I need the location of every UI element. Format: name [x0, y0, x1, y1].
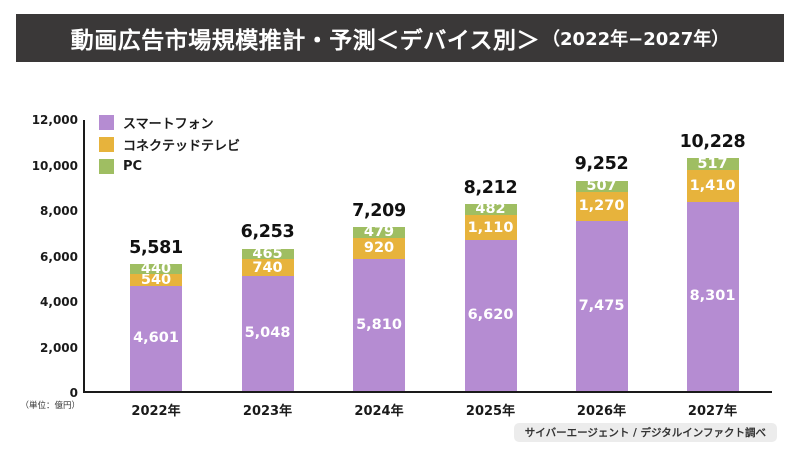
legend-swatch	[99, 136, 114, 152]
bar-segment: 440	[130, 260, 182, 277]
bar-segment: 5,810	[353, 258, 405, 391]
bar-segment: 507	[575, 178, 628, 195]
bar-segment-label: 740	[252, 259, 283, 276]
bar-segment-label: 4,601	[133, 330, 179, 347]
bar-segment: 1,270	[575, 192, 628, 221]
x-tick-label: 2024年	[354, 404, 404, 419]
bar-segment: 482	[464, 201, 517, 218]
bar-segment-label: 8,301	[689, 288, 736, 305]
bar-segment: 540	[130, 271, 182, 288]
x-tick-label: 2027年	[687, 404, 738, 419]
bar-total-label: 7,209	[352, 200, 406, 221]
source-text: サイバーエージェント / デジタルインファクト調べ	[524, 427, 766, 439]
legend-item: コネクテッドテレビ	[99, 133, 240, 155]
bar-segment: 920	[353, 237, 405, 259]
plot-area: 4,601 540 440 5,581 2022年 5,048 740 465 6,253 202…	[83, 120, 772, 419]
legend-item: PC	[99, 155, 240, 177]
chart-title-bar: 動画広告市場規模推計・予測＜デバイス別＞ （2022年−2027年）	[16, 14, 784, 62]
bar-segment: 517	[686, 155, 739, 172]
legend-label: PC	[123, 158, 143, 174]
bar-segment-label: 517	[697, 155, 728, 172]
bar-segment-label: 6,620	[467, 307, 514, 324]
bar-segment-label: 479	[363, 224, 395, 241]
bar-total-label: 8,212	[463, 177, 518, 198]
legend-swatch	[99, 158, 114, 174]
bar-segment: 6,620	[464, 240, 517, 391]
bar-segment-label: 482	[475, 201, 506, 218]
bar-segment: 740	[241, 259, 294, 277]
bar-segment: 1,110	[464, 215, 517, 241]
x-tick-label: 2023年	[242, 404, 293, 419]
bar-segment-label: 5,048	[244, 325, 291, 342]
bar-segment: 8,301	[686, 202, 739, 391]
x-tick-label: 2025年	[465, 404, 516, 419]
bar-segment: 5,048	[241, 276, 294, 391]
bar-segment-label: 1,410	[689, 177, 736, 194]
bar-segment-label: 440	[140, 260, 172, 277]
bar-segment: 7,475	[575, 220, 628, 391]
bar-segment: 1,410	[686, 170, 739, 203]
legend-label: コネクテッドテレビ	[123, 138, 241, 154]
legend: スマートフォンコネクテッドテレビ PC	[99, 111, 240, 177]
y-tick-label: 0	[69, 386, 78, 400]
y-tick-label: 4,000	[40, 295, 78, 309]
bar-segment-label: 507	[586, 178, 617, 195]
y-tick-label: 2,000	[40, 340, 78, 355]
bar-segment-label: 1,270	[578, 198, 625, 215]
x-tick-label: 2026年	[576, 404, 627, 419]
bar-segment: 479	[353, 224, 405, 241]
bar-total-label: 6,253	[240, 222, 295, 243]
y-tick-label: 6,000	[40, 249, 78, 264]
y-tick-label: 8,000	[40, 204, 78, 218]
bar-total-label: 9,252	[574, 154, 629, 175]
chart-title: 動画広告市場規模推計・予測＜デバイス別＞	[70, 28, 541, 54]
bar-segment-label: 920	[363, 240, 395, 257]
bar-segment-label: 465	[252, 245, 283, 262]
legend-swatch	[99, 114, 114, 130]
bar-segment: 465	[241, 245, 294, 262]
unit-label: （単位：億円）	[20, 401, 80, 411]
bar-total-label: 5,581	[129, 237, 183, 258]
bar-segment: 4,601	[130, 286, 182, 391]
bar-segment-label: 7,475	[578, 297, 625, 314]
bar-total-label: 10,228	[679, 131, 746, 152]
source-badge: サイバーエージェント / デジタルインファクト調べ	[513, 423, 777, 442]
legend-item: スマートフォン	[99, 111, 240, 133]
y-axis: 0 2,000 4,000 6,000 8,000 10,000 12,000	[0, 114, 78, 399]
chart-title-years: （2022年−2027年）	[542, 29, 730, 50]
x-tick-label: 2022年	[131, 404, 181, 419]
bar-segment-label: 5,810	[356, 316, 402, 333]
bar-segment-label: 540	[140, 271, 172, 288]
legend-label: スマートフォン	[123, 116, 214, 132]
bar-segment-label: 1,110	[467, 219, 514, 236]
y-tick-label: 10,000	[31, 158, 78, 173]
y-tick-label: 12,000	[31, 113, 78, 127]
